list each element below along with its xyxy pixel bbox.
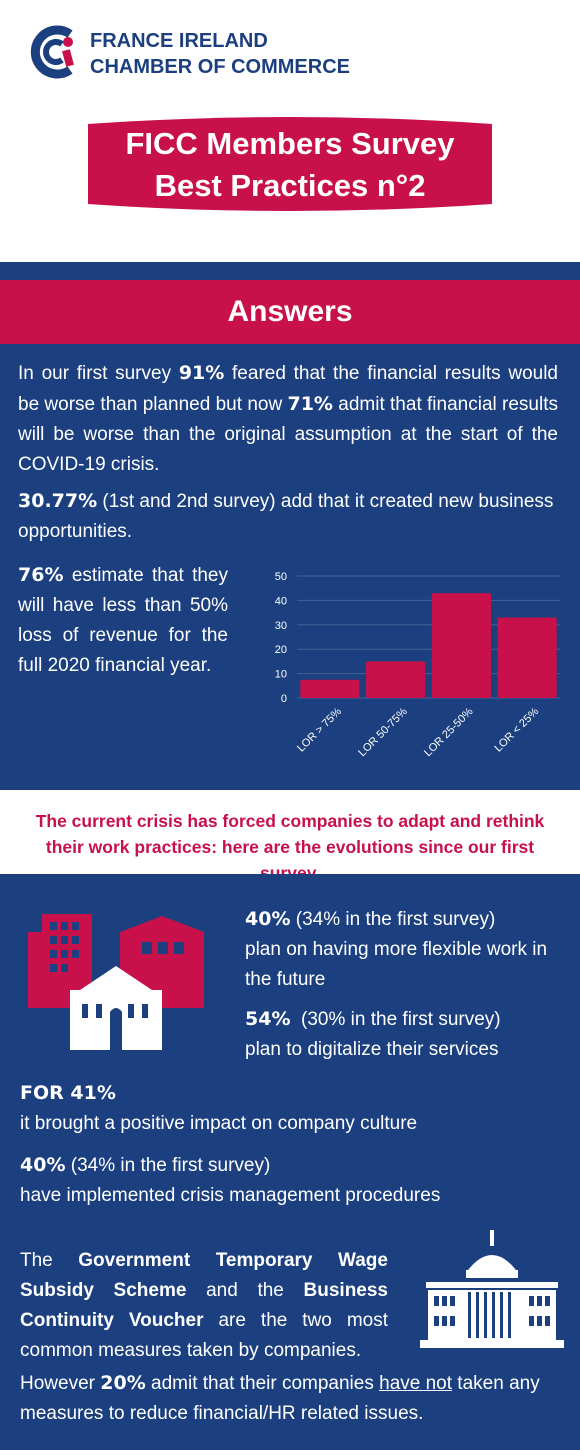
first-survey-paragraph: In our first survey 91% feared that the … [18, 362, 558, 475]
stat-20: 20% [100, 1372, 146, 1394]
stat-76: 76% [18, 564, 64, 586]
y-tick-label: 20 [275, 644, 287, 656]
banner-title-line1: FICC Members Survey [125, 126, 455, 161]
y-tick-label: 50 [275, 571, 287, 583]
bar [431, 593, 491, 698]
measures-paragraph: The Government Temporary Wage Subsidy Sc… [20, 1250, 389, 1361]
x-tick-label: LOR < 25% [492, 705, 541, 754]
y-tick-label: 10 [275, 669, 287, 681]
x-tick-label: LOR > 75% [295, 705, 344, 754]
government-building-icon [420, 1230, 564, 1348]
answers-heading-bar: Answers [0, 280, 580, 344]
flexible-work-stat: 40% (34% in the first survey) plan on ha… [245, 908, 548, 990]
opportunities-paragraph: 30.77% (1st and 2nd survey) add that it … [18, 490, 554, 542]
answers-heading: Answers [227, 295, 353, 328]
closing-paragraph: However 20% admit that their companies h… [20, 1372, 540, 1424]
evolutions-section: 40% (34% in the first survey) plan on ha… [0, 874, 580, 1450]
bar [300, 679, 360, 698]
crisis-procedures-stat: 40% (34% in the first survey) have imple… [20, 1154, 441, 1206]
crisis-note-band: The current crisis has forced companies … [0, 790, 580, 883]
have-not-emphasis: have not [379, 1373, 453, 1394]
revenue-loss-bar-chart: 0 10 20 30 40 50 LOR > 75% LOR 50-75% LOR 25-50%… [275, 571, 560, 759]
y-tick-label: 40 [275, 595, 287, 607]
company-culture-stat: FOR 41% it brought a positive impact on … [20, 1082, 418, 1134]
x-tick-label: LOR 25-50% [422, 705, 476, 759]
org-name-line1: FRANCE IRELAND [90, 30, 268, 52]
banner-title-line2: Best Practices n°2 [154, 168, 426, 203]
y-tick-label: 30 [275, 620, 287, 632]
stat-71: 71% [287, 393, 333, 415]
bar [366, 661, 426, 698]
digitalize-stat: 54% (30% in the first survey) plan to di… [245, 1008, 501, 1060]
bar [497, 617, 557, 698]
stat-30-77: 30.77% [18, 490, 98, 512]
buildings-icon [28, 914, 204, 1050]
y-tick-label: 0 [281, 693, 287, 705]
answers-section: Answers In our first survey 91% feared t… [0, 262, 580, 790]
org-name-line2: CHAMBER OF COMMERCE [90, 56, 350, 78]
revenue-loss-paragraph: 76% estimate that they will have less th… [18, 564, 228, 676]
title-banner-shape [88, 117, 492, 211]
header: FRANCE IRELAND CHAMBER OF COMMERCE FICC … [0, 0, 580, 262]
logo-icon [30, 25, 74, 79]
x-tick-label: LOR 50-75% [356, 705, 410, 759]
stat-91: 91% [178, 362, 225, 384]
